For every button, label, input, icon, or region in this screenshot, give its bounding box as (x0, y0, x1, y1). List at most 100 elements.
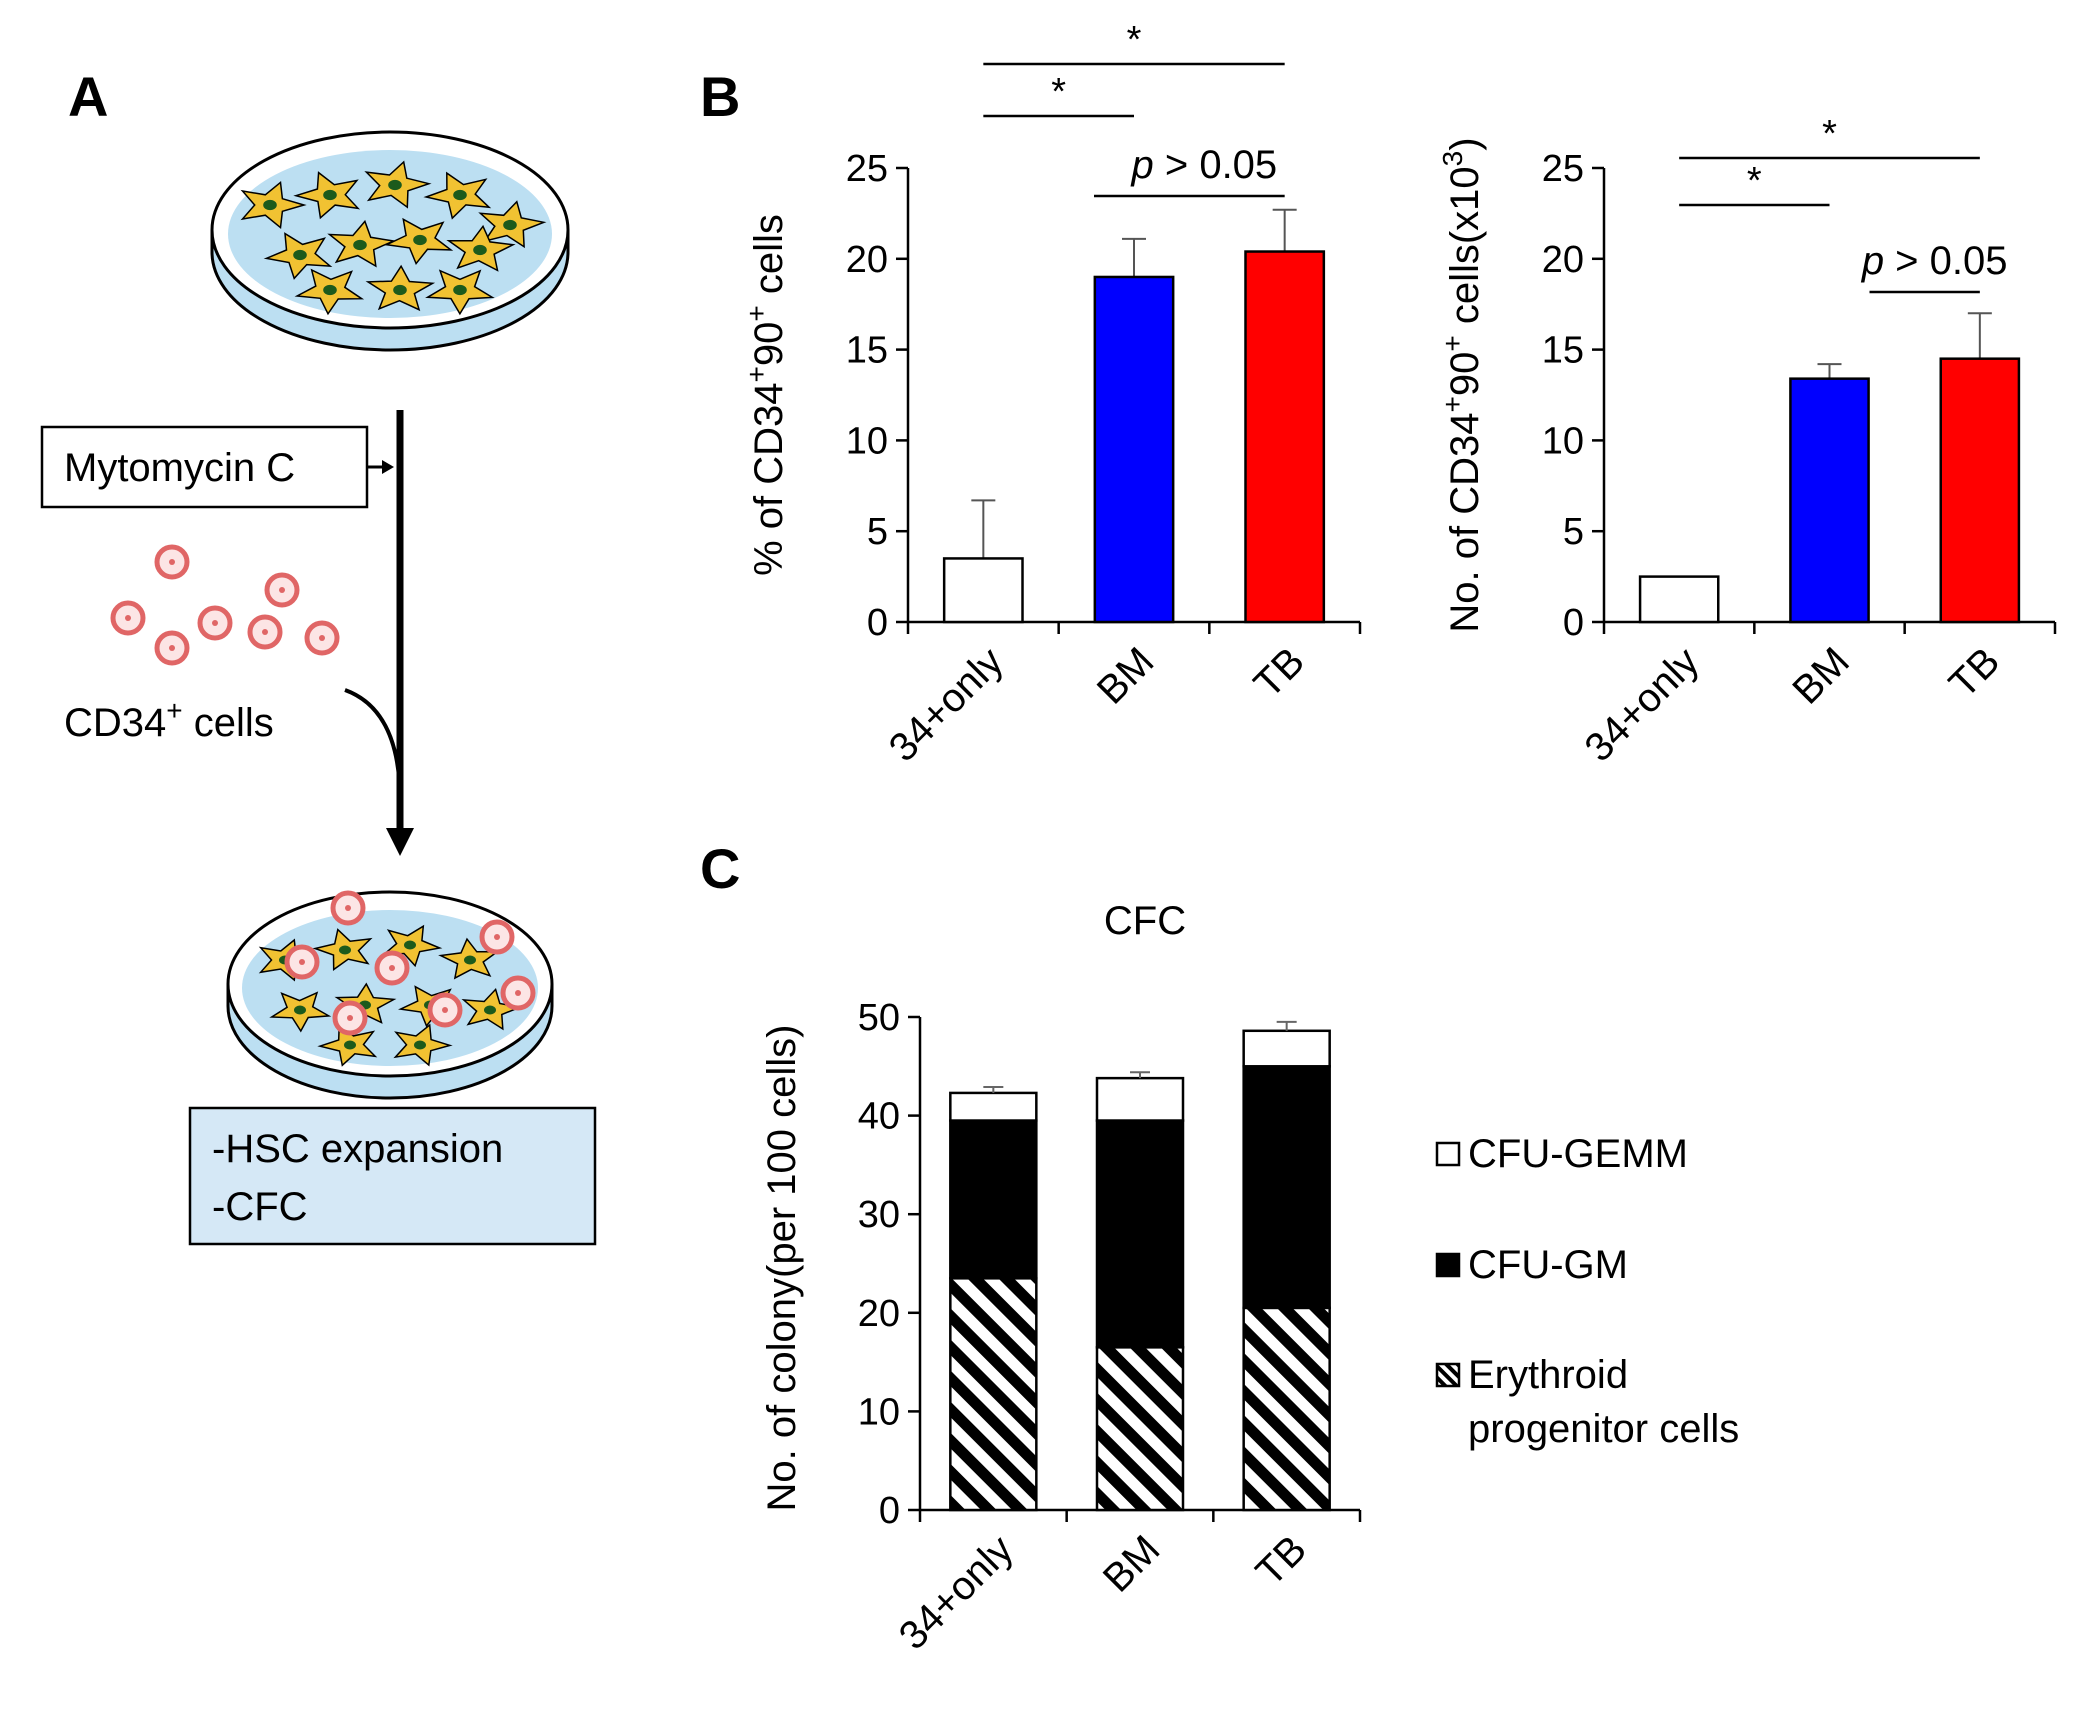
significance-star: * (1822, 113, 1837, 155)
cell-nucleus (323, 284, 337, 296)
bar-segment-cfu-gemm (949, 1091, 1038, 1122)
bar-segment-cfu-gemm (1095, 1076, 1185, 1122)
y-axis-label: % of CD34+90+ cells (741, 214, 791, 576)
cd34-cell-nucleus (212, 620, 218, 626)
x-category-label: 34+only (881, 639, 1012, 770)
x-category-label: TB (1246, 639, 1313, 706)
x-category-label: BM (1784, 639, 1858, 713)
significance-star: * (1051, 71, 1066, 113)
cd34-cell-nucleus (262, 629, 268, 635)
bar-34only (1638, 575, 1720, 624)
bar-segment-cfu-gemm (1242, 1029, 1331, 1068)
y-tick-label: 0 (879, 1490, 900, 1532)
y-tick-label: 15 (1542, 330, 1584, 372)
legend-label: CFU-GEMM (1468, 1132, 1688, 1176)
cell-nucleus (484, 1005, 496, 1015)
cell-nucleus (393, 284, 407, 296)
process-arrow-head (386, 828, 414, 856)
significance-star: * (1747, 160, 1762, 202)
chart-title: CFC (1104, 899, 1186, 943)
culture-dish-coculture (226, 890, 554, 1100)
cell-nucleus (503, 219, 517, 231)
legend-cfu-gemm: CFU-GEMM (1435, 1132, 1688, 1176)
cd34-cell-nucleus (125, 615, 131, 621)
legend-label: CFU-GM (1468, 1243, 1628, 1287)
x-category-label: BM (1089, 639, 1163, 713)
y-tick-label: 20 (1542, 239, 1584, 281)
bar-segment-erythroid (1095, 1346, 1185, 1512)
bar-segment-cfu-gm (949, 1119, 1038, 1280)
cell-nucleus (339, 945, 351, 955)
panel-c-letter: C (700, 837, 740, 900)
cd34-cell-nucleus (442, 1007, 448, 1013)
bar-segment-erythroid (949, 1277, 1038, 1512)
y-axis-label: No. of CD34+90+ cells(x103) (1437, 137, 1487, 632)
x-category-label: 34+only (891, 1527, 1022, 1658)
y-tick-label: 40 (858, 1096, 900, 1138)
cd34-cell-nucleus (169, 645, 175, 651)
bar-segment-cfu-gm (1242, 1065, 1331, 1310)
cd34-cell-nucleus (279, 587, 285, 593)
cd34-cells-on-feeder (284, 890, 536, 1036)
cd34-cells-cluster (110, 544, 340, 666)
cells-merge-arrow (344, 688, 402, 801)
cd34-cell-nucleus (494, 934, 500, 940)
panel-a-letter: A (68, 65, 108, 128)
x-category-label: TB (1941, 639, 2008, 706)
panel-b-letter: B (700, 65, 740, 128)
legend-label: Erythroid (1468, 1353, 1628, 1397)
y-tick-label: 10 (1542, 420, 1584, 462)
readout-cfc: -CFC (212, 1185, 308, 1229)
significance-pvalue: p > 0.05 (1130, 143, 1277, 187)
chart-number-cd34-90: 0 5 10 15 20 25 34+only BM TB * * p > 0.05 No. of CD… (1437, 113, 2057, 770)
y-tick-label: 30 (858, 1194, 900, 1236)
bar-tb (1244, 250, 1326, 624)
readout-hsc-expansion: -HSC expansion (212, 1127, 503, 1171)
bar-segment-erythroid (1242, 1306, 1331, 1512)
significance-pvalue: p > 0.05 (1861, 239, 2008, 283)
cd34-cell-nucleus (515, 990, 521, 996)
cd34-cell-nucleus (169, 559, 175, 565)
cell-nucleus (353, 239, 367, 251)
cell-nucleus (453, 284, 467, 296)
bar-tb (1939, 357, 2021, 624)
cd34-cell-nucleus (299, 959, 305, 965)
bar-segment-cfu-gm (1095, 1119, 1185, 1349)
y-tick-label: 10 (858, 1391, 900, 1433)
y-tick-label: 5 (867, 511, 888, 553)
cell-nucleus (414, 1040, 426, 1050)
y-tick-label: 20 (858, 1293, 900, 1335)
treatment-label: Mytomycin C (64, 446, 295, 490)
feeder-cells (240, 160, 547, 316)
y-tick-label: 15 (846, 330, 888, 372)
cell-nucleus (323, 189, 337, 201)
y-tick-label: 25 (1542, 148, 1584, 190)
cell-nucleus (294, 1005, 306, 1015)
x-category-label: TB (1248, 1527, 1315, 1594)
culture-dish-feeder-layer (210, 130, 570, 352)
cell-nucleus (388, 179, 402, 191)
y-tick-label: 0 (1563, 602, 1584, 644)
cd34-cell-nucleus (319, 635, 325, 641)
legend-cfu-gm: CFU-GM (1435, 1243, 1628, 1287)
significance-star: * (1127, 19, 1142, 61)
cell-nucleus (263, 199, 277, 211)
y-tick-label: 25 (846, 148, 888, 190)
legend-swatch (1435, 1141, 1461, 1167)
cell-nucleus (344, 1040, 356, 1050)
cd34-cell-nucleus (345, 905, 351, 911)
chart-cfc-stacked: CFC 0 10 20 30 40 50 34+only BM TB No. of colony(p… (760, 899, 1739, 1658)
bar-bm (1789, 377, 1870, 624)
y-tick-label: 10 (846, 420, 888, 462)
readout-box (188, 1106, 597, 1246)
chart-percent-cd34-90: 0 5 10 15 20 25 34+only BM TB * * p > 0.05 % of CD34… (741, 19, 1362, 770)
legend-swatch (1435, 1362, 1461, 1388)
cd34-cell-nucleus (347, 1015, 353, 1021)
cell-nucleus (413, 234, 427, 246)
y-tick-label: 50 (858, 997, 900, 1039)
cd34-cell-nucleus (389, 965, 395, 971)
y-axis-label: No. of colony(per 100 cells) (760, 1025, 804, 1512)
y-tick-label: 5 (1563, 511, 1584, 553)
legend-label: progenitor cells (1468, 1407, 1739, 1451)
